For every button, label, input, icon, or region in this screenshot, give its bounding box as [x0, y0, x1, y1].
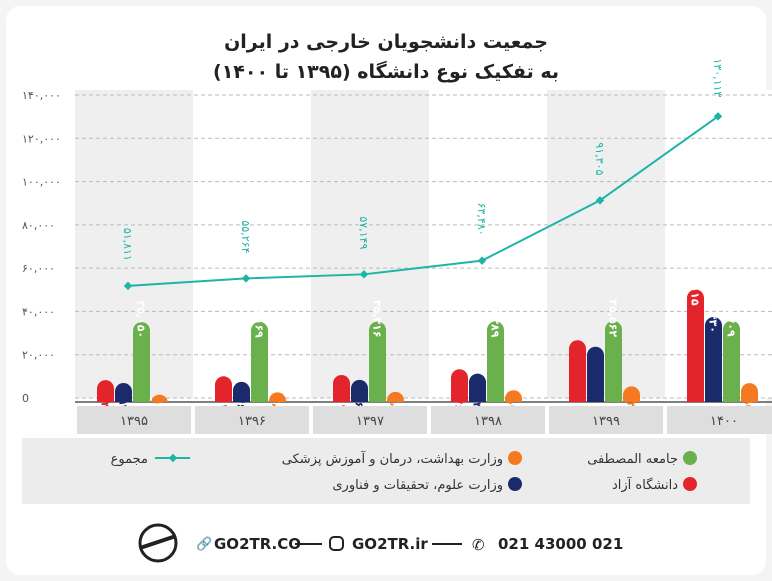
bar-label: ۵۰,۱۱۵ — [689, 268, 702, 306]
bar — [269, 392, 286, 402]
category-box — [313, 406, 427, 434]
bar — [115, 382, 132, 402]
x-tick-label: ۱۴۰۰ — [710, 414, 738, 429]
line-label: ۱۳۰,۱۱۳ — [711, 58, 724, 97]
footer-site: GO2TR.CO — [214, 535, 301, 553]
bar — [487, 321, 504, 402]
line-point — [241, 274, 251, 283]
bar-label: ۳۵,۳۱۶ — [371, 300, 384, 338]
line-label: ۵۵,۲۶۴ — [239, 220, 252, 253]
legend-label: جامعه المصطفی — [587, 452, 678, 467]
x-tick-label: ۱۳۹۷ — [356, 414, 384, 429]
bar — [215, 376, 232, 402]
legend-label: وزارت بهداشت، درمان و آموزش پزشکی — [282, 450, 503, 467]
legend-marker — [683, 451, 697, 465]
category-box — [77, 406, 191, 434]
bar — [133, 322, 150, 402]
legend-marker — [683, 477, 697, 491]
y-tick-label: ۲۰,۰۰۰ — [22, 349, 55, 362]
bar — [251, 321, 268, 402]
bar — [569, 340, 586, 402]
line-label: ۶۳,۴۸۰ — [475, 203, 488, 236]
logo-icon — [138, 523, 178, 563]
bar — [369, 321, 386, 402]
y-tick-label: ۸۰,۰۰۰ — [22, 219, 55, 232]
bar — [387, 391, 404, 402]
category-box — [667, 406, 772, 434]
bar — [505, 390, 522, 402]
bar — [469, 373, 486, 402]
bar — [151, 394, 168, 404]
y-tick-label: 0 — [22, 392, 29, 405]
x-tick-label: ۱۳۹۶ — [238, 414, 266, 429]
bar — [351, 379, 368, 402]
legend-label: وزارت علوم، تحقیقات و فناوری — [332, 478, 503, 493]
bar — [605, 321, 622, 402]
chart-title: جمعیت دانشجویان خارجی در ایران — [224, 31, 548, 53]
y-tick-label: ۱۴۰,۰۰۰ — [22, 89, 61, 102]
line-label: ۵۱,۸۱۱ — [121, 228, 134, 261]
bar — [451, 369, 468, 402]
bar — [741, 383, 758, 402]
bar — [333, 375, 350, 402]
bar-label: ۳۵,۳۸۹ — [489, 300, 502, 338]
bar-label: ۲۶,۶۷۵ — [571, 344, 584, 382]
chart-subtitle: به تفکیک نوع دانشگاه (۱۳۹۵ تا ۱۴۰۰) — [213, 60, 559, 83]
bar-label: ۳۵,۱۶۹ — [253, 300, 266, 338]
bar-label: ۳۵,۵۶۲ — [607, 299, 620, 337]
bar — [97, 380, 114, 402]
line-point — [359, 270, 369, 279]
footer: 🔗 GO2TR.CO GO2TR.ir ✆ 021 43000 021 — [138, 523, 623, 563]
footer-instagram: GO2TR.ir — [352, 535, 428, 553]
footer-phone: 021 43000 021 — [498, 535, 623, 553]
legend-area — [22, 438, 750, 504]
legend-marker — [508, 451, 522, 465]
legend-label: مجموع — [111, 452, 148, 467]
line-point — [123, 281, 133, 291]
x-tick-label: ۱۳۹۹ — [592, 414, 620, 429]
bar-label: ۳۵,۰۵۰ — [135, 300, 148, 338]
y-tick-label: ۱۲۰,۰۰۰ — [22, 132, 61, 145]
bar — [623, 386, 640, 402]
x-tick-label: ۱۳۹۵ — [120, 414, 148, 429]
bar-label: ۲۳,۶۹۰ — [589, 351, 602, 389]
bar — [705, 316, 722, 402]
bar-label: ۳۵,۷۰۹ — [725, 299, 738, 337]
instagram-icon — [329, 536, 344, 551]
category-box — [549, 406, 663, 434]
x-tick-label: ۱۳۹۸ — [474, 414, 502, 429]
bar-label: ۱۳,۲۷۶ — [453, 373, 466, 411]
line-label: ۹۱,۳۰۵ — [593, 142, 606, 175]
legend-marker — [508, 477, 522, 491]
bar — [687, 289, 704, 402]
y-tick-label: ۴۰,۰۰۰ — [22, 305, 55, 318]
phone-icon: ✆ — [472, 536, 485, 554]
plane-icon — [139, 534, 177, 550]
y-tick-label: ۶۰,۰۰۰ — [22, 262, 55, 275]
y-tick-label: ۱۰۰,۰۰۰ — [22, 176, 61, 189]
total-line — [127, 115, 719, 287]
line-label: ۵۷,۱۴۹ — [357, 216, 370, 249]
legend-label: دانشگاه آزاد — [612, 476, 678, 493]
category-box — [195, 406, 309, 434]
line-point — [477, 256, 487, 265]
bar — [587, 346, 604, 402]
legend-line-point — [168, 453, 178, 463]
bar-label: ۳۷,۴۳۰ — [707, 295, 720, 333]
bar — [723, 320, 740, 402]
link-icon: 🔗 — [196, 535, 212, 552]
category-box — [431, 406, 545, 434]
bar — [233, 381, 250, 402]
